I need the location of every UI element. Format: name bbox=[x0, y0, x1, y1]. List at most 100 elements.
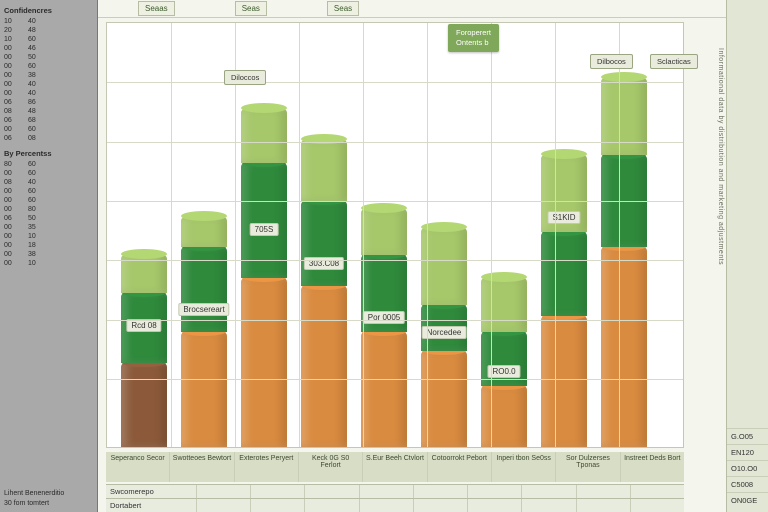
right-value: C5008 bbox=[727, 476, 768, 492]
legend-line-1: Foroperert bbox=[456, 28, 491, 38]
h-gridline bbox=[107, 82, 683, 83]
h-gridline bbox=[107, 320, 683, 321]
left-data-row: 0080 bbox=[4, 205, 93, 214]
category-label: S.Eur Beeh Ctvlort bbox=[363, 452, 427, 482]
left-data-row: 0608 bbox=[4, 134, 93, 143]
main-area: SeaasSeasSeas Rcd 08Brocsereart705S303.C… bbox=[98, 0, 726, 512]
h-gridline bbox=[107, 260, 683, 261]
footer-cell bbox=[413, 485, 467, 498]
footer-cell bbox=[304, 499, 358, 512]
left-data-row: 0060 bbox=[4, 187, 93, 196]
bar-seg-bottom bbox=[361, 332, 407, 447]
left-data-row: 0848 bbox=[4, 107, 93, 116]
bar-seg-top bbox=[601, 78, 647, 155]
bar-seg-bottom bbox=[541, 316, 587, 447]
bar-seg-mid bbox=[541, 232, 587, 316]
left-data-row: 0035 bbox=[4, 223, 93, 232]
v-gridline bbox=[235, 23, 236, 447]
category-label: Seperanco Secor bbox=[106, 452, 170, 482]
bar-seg-bottom bbox=[481, 386, 527, 447]
bar-seg-top bbox=[301, 140, 347, 201]
v-gridline bbox=[555, 23, 556, 447]
left-data-row: 0040 bbox=[4, 89, 93, 98]
category-label: Inperi tbon Se0ss bbox=[492, 452, 556, 482]
footer-cell bbox=[196, 499, 250, 512]
footer-cell bbox=[576, 485, 630, 498]
tag-button[interactable]: Dilbocos bbox=[590, 54, 633, 69]
footer-cell bbox=[250, 485, 304, 498]
left-data-row: 0686 bbox=[4, 98, 93, 107]
left-data-row: 0038 bbox=[4, 250, 93, 259]
bar-seg-top bbox=[241, 109, 287, 163]
right-value: ON0GE bbox=[727, 492, 768, 508]
left-rows-b: 8060006008400060006000800650003500100018… bbox=[4, 160, 93, 268]
tab[interactable]: Seas bbox=[235, 1, 267, 16]
bar-seg-bottom bbox=[601, 247, 647, 447]
left-data-row: 1040 bbox=[4, 17, 93, 26]
footer-strip-1: Swcomerepo bbox=[106, 484, 684, 498]
left-section-b-label: By Percentss bbox=[4, 149, 93, 158]
footer-cell bbox=[467, 499, 521, 512]
footer-cell bbox=[359, 499, 413, 512]
v-gridline bbox=[299, 23, 300, 447]
left-data-row: 0060 bbox=[4, 62, 93, 71]
bar-seg-bottom bbox=[181, 332, 227, 447]
left-data-row: 0060 bbox=[4, 125, 93, 134]
bar-value-label: 303.C08 bbox=[304, 257, 344, 270]
left-data-row: 0060 bbox=[4, 196, 93, 205]
bars-layer: Rcd 08Brocsereart705S303.C08Por 0005Norc… bbox=[107, 23, 683, 447]
bar-seg-bottom bbox=[121, 363, 167, 447]
category-label: Keck 0G S0 Ferlort bbox=[299, 452, 363, 482]
tag-button[interactable]: Sclacticas bbox=[650, 54, 698, 69]
footer-cell bbox=[521, 485, 575, 498]
category-label: Instreet Deds Bort bbox=[621, 452, 684, 482]
footer-cell bbox=[359, 485, 413, 498]
left-axis-panel: Confidencres 104020481060004600500060003… bbox=[0, 0, 98, 512]
left-data-row: 0840 bbox=[4, 178, 93, 187]
tab-strip: Seaas Seas Seas bbox=[98, 0, 726, 18]
footer-cell bbox=[630, 499, 684, 512]
footer-strip-1-label: Swcomerepo bbox=[106, 487, 196, 496]
footer-cell bbox=[250, 499, 304, 512]
bar-seg-bottom bbox=[301, 286, 347, 447]
left-data-row: 8060 bbox=[4, 160, 93, 169]
bar-value-label: Por 0005 bbox=[363, 311, 405, 324]
bar-value-label: 705S bbox=[250, 223, 279, 236]
left-data-row: 0668 bbox=[4, 116, 93, 125]
h-gridline bbox=[107, 379, 683, 380]
legend-box: Foroperert Ontents b bbox=[448, 24, 499, 52]
v-gridline bbox=[171, 23, 172, 447]
footer-cell bbox=[630, 485, 684, 498]
left-data-row: 0038 bbox=[4, 71, 93, 80]
bar-seg-top bbox=[481, 278, 527, 332]
footer-cell bbox=[467, 485, 521, 498]
legend-line-2: Ontents b bbox=[456, 38, 491, 48]
bar-seg-top bbox=[181, 217, 227, 248]
footer-strip-2-label: Dortabert bbox=[106, 501, 196, 510]
bar-value-label: RO0.0 bbox=[487, 365, 520, 378]
tab[interactable]: Seaas bbox=[138, 1, 175, 16]
side-vertical-text: Informational data by distribution and m… bbox=[717, 48, 724, 432]
category-label: Cotoorrokt Pebort bbox=[428, 452, 492, 482]
left-foot-2: 30 fom tomtert bbox=[4, 499, 93, 508]
h-gridline bbox=[107, 142, 683, 143]
right-value-strip: G.O05EN120O10.O0C5008ON0GE bbox=[726, 0, 768, 512]
tab[interactable]: Seas bbox=[327, 1, 359, 16]
footer-cell bbox=[304, 485, 358, 498]
category-label: Sor Dulzerses Tponas bbox=[556, 452, 620, 482]
bar-seg-mid bbox=[301, 201, 347, 285]
bar-value-label: Brocsereart bbox=[178, 303, 229, 316]
v-gridline bbox=[427, 23, 428, 447]
right-value: O10.O0 bbox=[727, 460, 768, 476]
plot-area: Rcd 08Brocsereart705S303.C08Por 0005Norc… bbox=[106, 22, 684, 448]
tag-button[interactable]: Diloccos bbox=[224, 70, 266, 85]
footer-cell bbox=[196, 485, 250, 498]
bar-seg-top bbox=[361, 209, 407, 255]
right-value: G.O05 bbox=[727, 428, 768, 444]
plot-wrap: Rcd 08Brocsereart705S303.C08Por 0005Norc… bbox=[98, 18, 726, 512]
v-gridline bbox=[491, 23, 492, 447]
bar-value-label: S1KID bbox=[547, 211, 580, 224]
h-gridline bbox=[107, 201, 683, 202]
footer-strip-2: Dortabert bbox=[106, 498, 684, 512]
left-data-row: 0060 bbox=[4, 169, 93, 178]
